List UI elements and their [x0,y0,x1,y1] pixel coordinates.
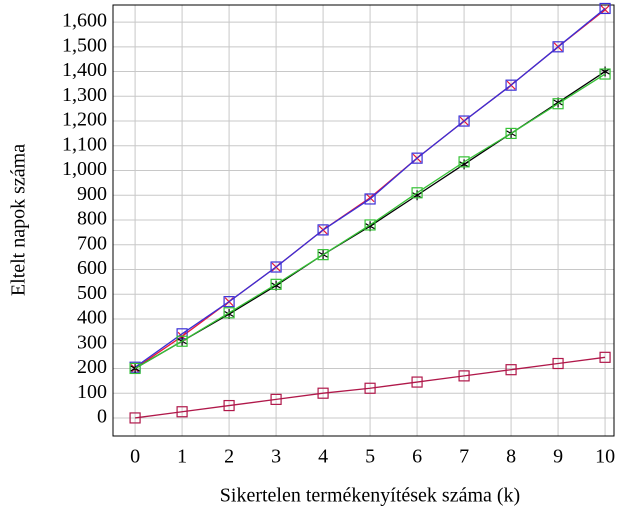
marker [505,79,517,91]
marker [599,2,611,15]
marker [270,278,282,290]
y-tick-label: 700 [77,232,107,254]
marker [552,41,564,53]
marker [458,115,470,127]
marker [176,335,188,347]
marker [505,364,517,376]
y-tick-label: 1,600 [62,10,107,32]
marker [552,98,564,110]
marker [364,193,376,205]
marker [364,382,376,394]
y-tick-label: 100 [77,381,107,403]
marker [458,156,470,168]
y-tick-label: 1,400 [62,59,107,81]
y-tick-label: 500 [77,282,107,304]
marker [459,159,469,170]
plot-frame [112,4,615,437]
marker [270,393,282,405]
marker [223,307,235,319]
marker [600,5,610,15]
marker [129,412,141,424]
marker [458,370,470,382]
x-tick-label: 1 [177,446,187,468]
x-axis-label: Sikertelen termékenyítések száma (k) [220,485,520,507]
marker [412,190,422,201]
x-tick-label: 9 [553,446,563,468]
marker [223,399,235,412]
x-tick-label: 6 [412,446,422,468]
marker [552,357,564,370]
x-tick-label: 2 [224,446,234,468]
y-tick-label: 1,200 [62,109,107,131]
y-tick-label: 1,000 [62,158,107,180]
y-tick-label: 1,100 [62,133,107,155]
x-tick-label: 0 [130,446,140,468]
y-tick-label: 1,300 [62,84,107,106]
x-tick-label: 7 [459,446,469,468]
series-line [135,356,606,419]
y-tick-label: 800 [77,208,107,230]
marker [411,152,423,164]
marker [317,387,329,399]
marker [176,406,188,418]
marker [411,376,423,388]
marker [129,362,141,375]
marker [317,224,329,236]
series-line [134,73,606,370]
marker [599,351,611,363]
x-tick-label: 4 [318,446,328,468]
y-tick-label: 400 [77,307,107,329]
marker [270,261,282,273]
y-tick-label: 0 [97,406,107,428]
y-tick-label: 300 [77,331,107,353]
series-line [134,7,606,368]
x-tick-label: 10 [595,446,615,468]
y-tick-label: 600 [77,257,107,279]
marker [505,127,517,140]
marker [411,187,423,199]
marker [223,296,235,308]
marker [600,66,610,77]
y-tick-label: 900 [77,183,107,205]
y-tick-label: 200 [77,356,107,378]
x-tick-label: 8 [506,446,516,468]
marker [317,249,329,261]
y-tick-label: 1,500 [62,34,107,56]
marker [599,68,611,80]
x-tick-label: 3 [271,446,281,468]
y-axis-label: Eltelt napok száma [8,144,30,296]
x-tick-label: 5 [365,446,375,468]
marker [364,219,376,231]
